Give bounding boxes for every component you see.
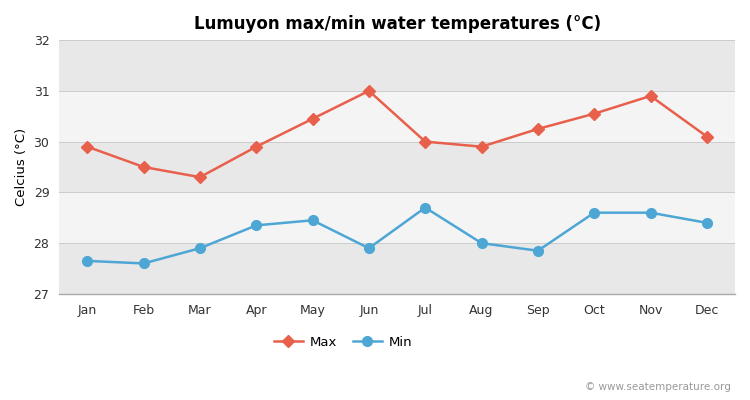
- Max: [533, 126, 542, 131]
- Max: [364, 88, 374, 93]
- Max: [140, 164, 148, 169]
- Min: [533, 248, 542, 253]
- Text: © www.seatemperature.org: © www.seatemperature.org: [585, 382, 731, 392]
- Min: [646, 210, 655, 215]
- Max: [252, 144, 261, 149]
- Min: [702, 220, 711, 225]
- Max: [590, 111, 598, 116]
- Title: Lumuyon max/min water temperatures (°C): Lumuyon max/min water temperatures (°C): [194, 15, 601, 33]
- Min: [364, 246, 374, 251]
- Min: [590, 210, 598, 215]
- Min: [308, 218, 317, 223]
- Max: [421, 139, 430, 144]
- Max: [702, 134, 711, 139]
- Bar: [59, 142, 735, 192]
- Bar: [59, 243, 735, 294]
- Max: [82, 144, 92, 149]
- Line: Min: Min: [82, 203, 712, 268]
- Max: [196, 175, 205, 180]
- Bar: [59, 192, 735, 243]
- Min: [196, 246, 205, 251]
- Max: [477, 144, 486, 149]
- Min: [421, 205, 430, 210]
- Line: Max: Max: [82, 86, 711, 182]
- Bar: [59, 40, 735, 91]
- Min: [477, 241, 486, 246]
- Min: [140, 261, 148, 266]
- Min: [252, 223, 261, 228]
- Y-axis label: Celcius (°C): Celcius (°C): [15, 128, 28, 206]
- Max: [646, 94, 655, 98]
- Min: [82, 258, 92, 263]
- Legend: Max, Min: Max, Min: [268, 331, 417, 354]
- Max: [308, 116, 317, 121]
- Bar: [59, 91, 735, 142]
